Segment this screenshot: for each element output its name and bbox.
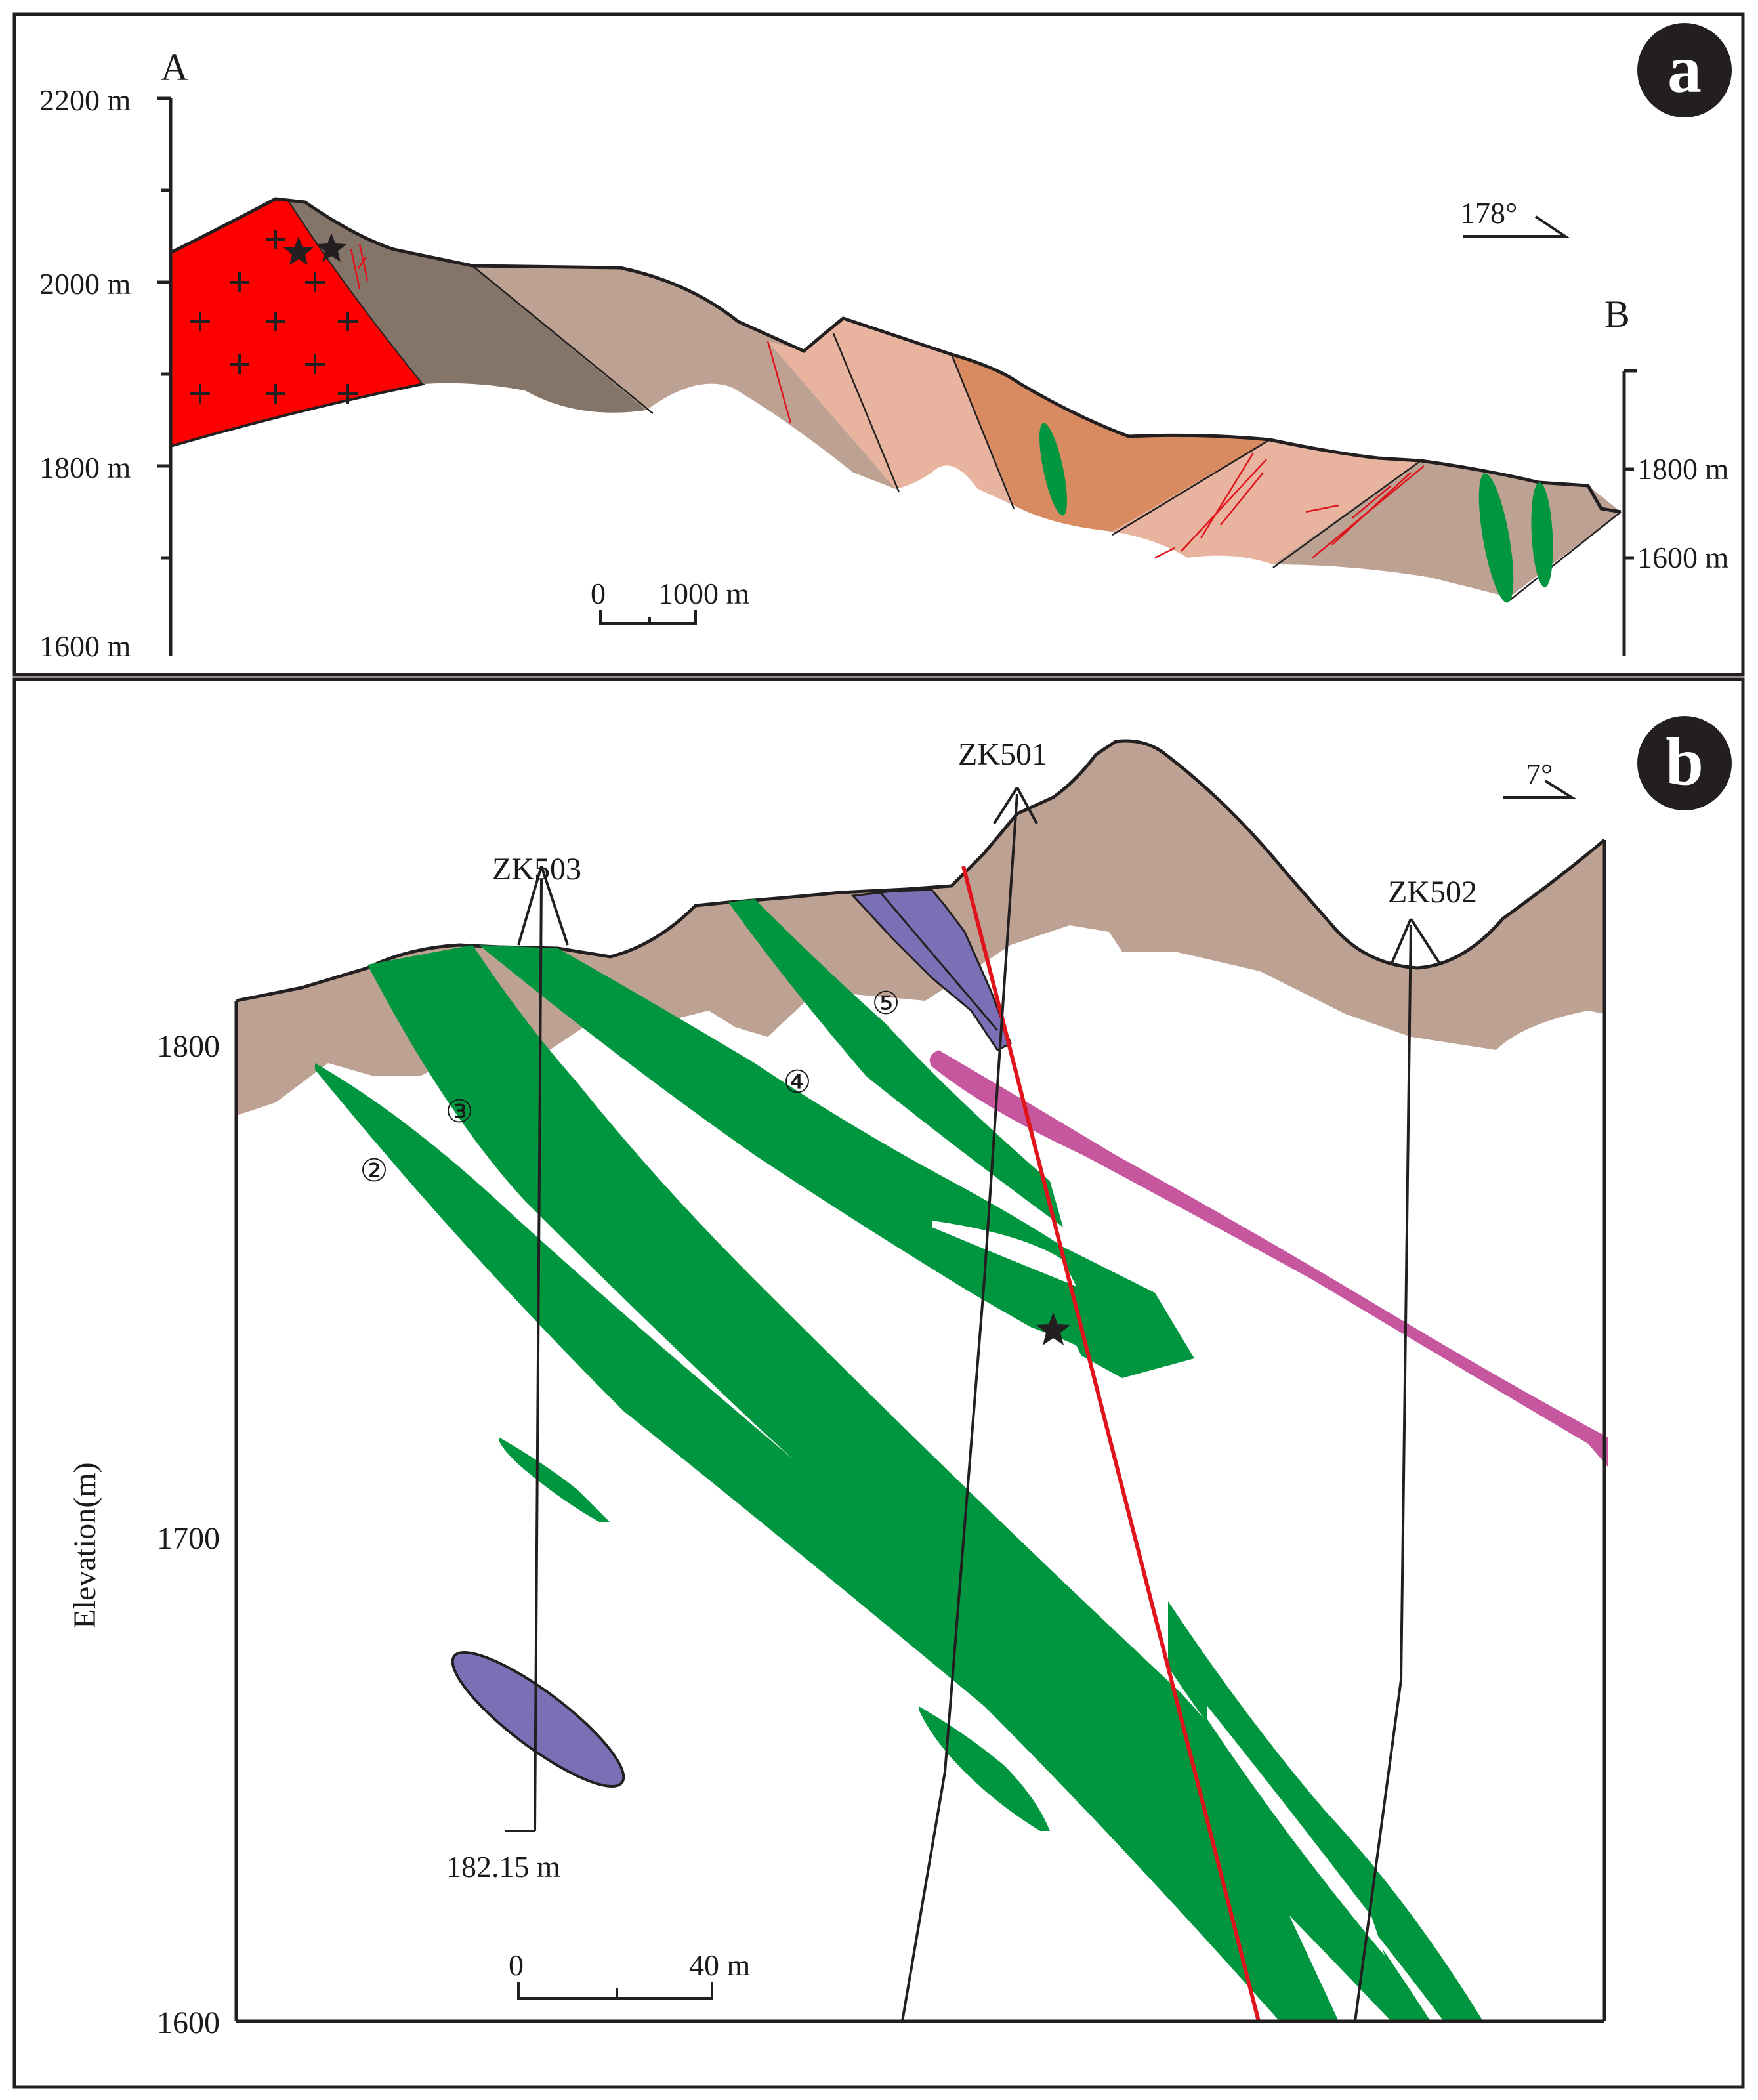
drill-hole-label-zk503: ZK503 [492, 852, 581, 887]
stratum-pink-1 [768, 318, 1014, 505]
scale-zero-a: 0 [591, 577, 606, 610]
ore-lens-a1 [1039, 423, 1067, 516]
fracture-lines [350, 243, 1425, 559]
drill-hole-zk501 [901, 786, 1038, 2022]
sample-star-icon [316, 233, 346, 262]
ore-body-number-3: ③ [445, 1095, 473, 1129]
ore-body-number-5: ⑤ [871, 986, 900, 1021]
drill-hole-label-zk502: ZK502 [1388, 875, 1477, 910]
orientation-label-a: 178° [1460, 196, 1517, 230]
ore-body-5 [728, 899, 1063, 1227]
drill-holes [505, 786, 1442, 2022]
left-axis-label-2200: 2200 m [39, 83, 131, 117]
scale-bar-b [517, 1982, 713, 2000]
orientation-arrow-b [1503, 780, 1576, 799]
ore-bodies [315, 899, 1483, 2021]
ore-body-3 [367, 945, 1431, 2021]
scale-length-b: 40 m [689, 1948, 751, 1982]
ore-lens-b2 [919, 1706, 1050, 1831]
panel-badge-b-letter: b [1665, 724, 1704, 799]
panel-a: 2200 m 2000 m 1800 m 1600 m A 1800 m 160… [12, 12, 1745, 677]
panel-b: ZK503 ZK501 ZK502 182.15 m ② ③ ④ ⑤ 1800 … [12, 677, 1745, 2089]
ore-gaps [932, 1221, 1385, 1956]
ore-lens-a3 [1531, 482, 1553, 587]
sample-star-icon [283, 236, 314, 265]
scale-bar-a [599, 610, 697, 625]
ore-body-2 [315, 1063, 1339, 2021]
left-axis-label-1600: 1600 m [39, 629, 131, 663]
panel-badge-a [1637, 23, 1732, 117]
y-tick-1600: 1600 [157, 2006, 220, 2040]
scale-length-a: 1000 m [658, 577, 750, 610]
magenta-dyke [929, 1050, 1608, 1467]
left-elevation-axis [157, 96, 173, 656]
stratum-pink-2 [1112, 440, 1421, 564]
panel-badge-a-letter: a [1667, 32, 1702, 107]
ore-lens-a2 [1478, 473, 1514, 603]
y-tick-1700: 1700 [157, 1521, 220, 1556]
stratum-orange [952, 354, 1270, 532]
left-axis-label-1800: 1800 m [39, 451, 131, 484]
hole-depth-label: 182.15 m [446, 1850, 560, 1883]
y-axis-title: Elevation(m) [68, 1462, 102, 1628]
ore-body-4-tail [1168, 1601, 1483, 2021]
orientation-label-b: 7° [1526, 757, 1553, 791]
panel-badge-b [1637, 716, 1732, 810]
granite-symbols [190, 230, 358, 404]
ore-body-number-2: ② [360, 1154, 388, 1188]
topography-line-b [236, 739, 1606, 1003]
fault-line [961, 866, 1261, 2022]
sample-star-icon [1036, 1312, 1070, 1345]
dyke-inner-line [878, 891, 999, 1031]
contact-lines [472, 265, 1622, 601]
section-start-label: A [161, 46, 188, 89]
right-elevation-axis [1622, 369, 1637, 656]
scale-zero-b: 0 [509, 1948, 524, 1982]
drill-hole-zk502 [1354, 917, 1442, 2022]
dark-stratum [289, 200, 646, 413]
right-axis-label-1600: 1600 m [1637, 541, 1729, 574]
drill-hole-label-zk501: ZK501 [958, 737, 1047, 772]
right-axis-label-1800: 1800 m [1637, 452, 1729, 486]
section-end-label: B [1604, 293, 1630, 335]
orientation-arrow-a [1463, 215, 1570, 238]
ore-body-number-4: ④ [783, 1065, 811, 1100]
ore-body-4 [479, 945, 1194, 1378]
topography-line-a [169, 197, 1622, 514]
ore-lens-b1 [499, 1437, 610, 1522]
left-axis-label-2000: 2000 m [39, 267, 131, 301]
stratum-brown-1 [472, 266, 896, 489]
y-tick-1800: 1800 [157, 1029, 220, 1064]
purple-dyke-lower [451, 1651, 625, 1788]
drill-hole-zk503 [505, 866, 569, 1832]
section-frame [234, 840, 1606, 2023]
